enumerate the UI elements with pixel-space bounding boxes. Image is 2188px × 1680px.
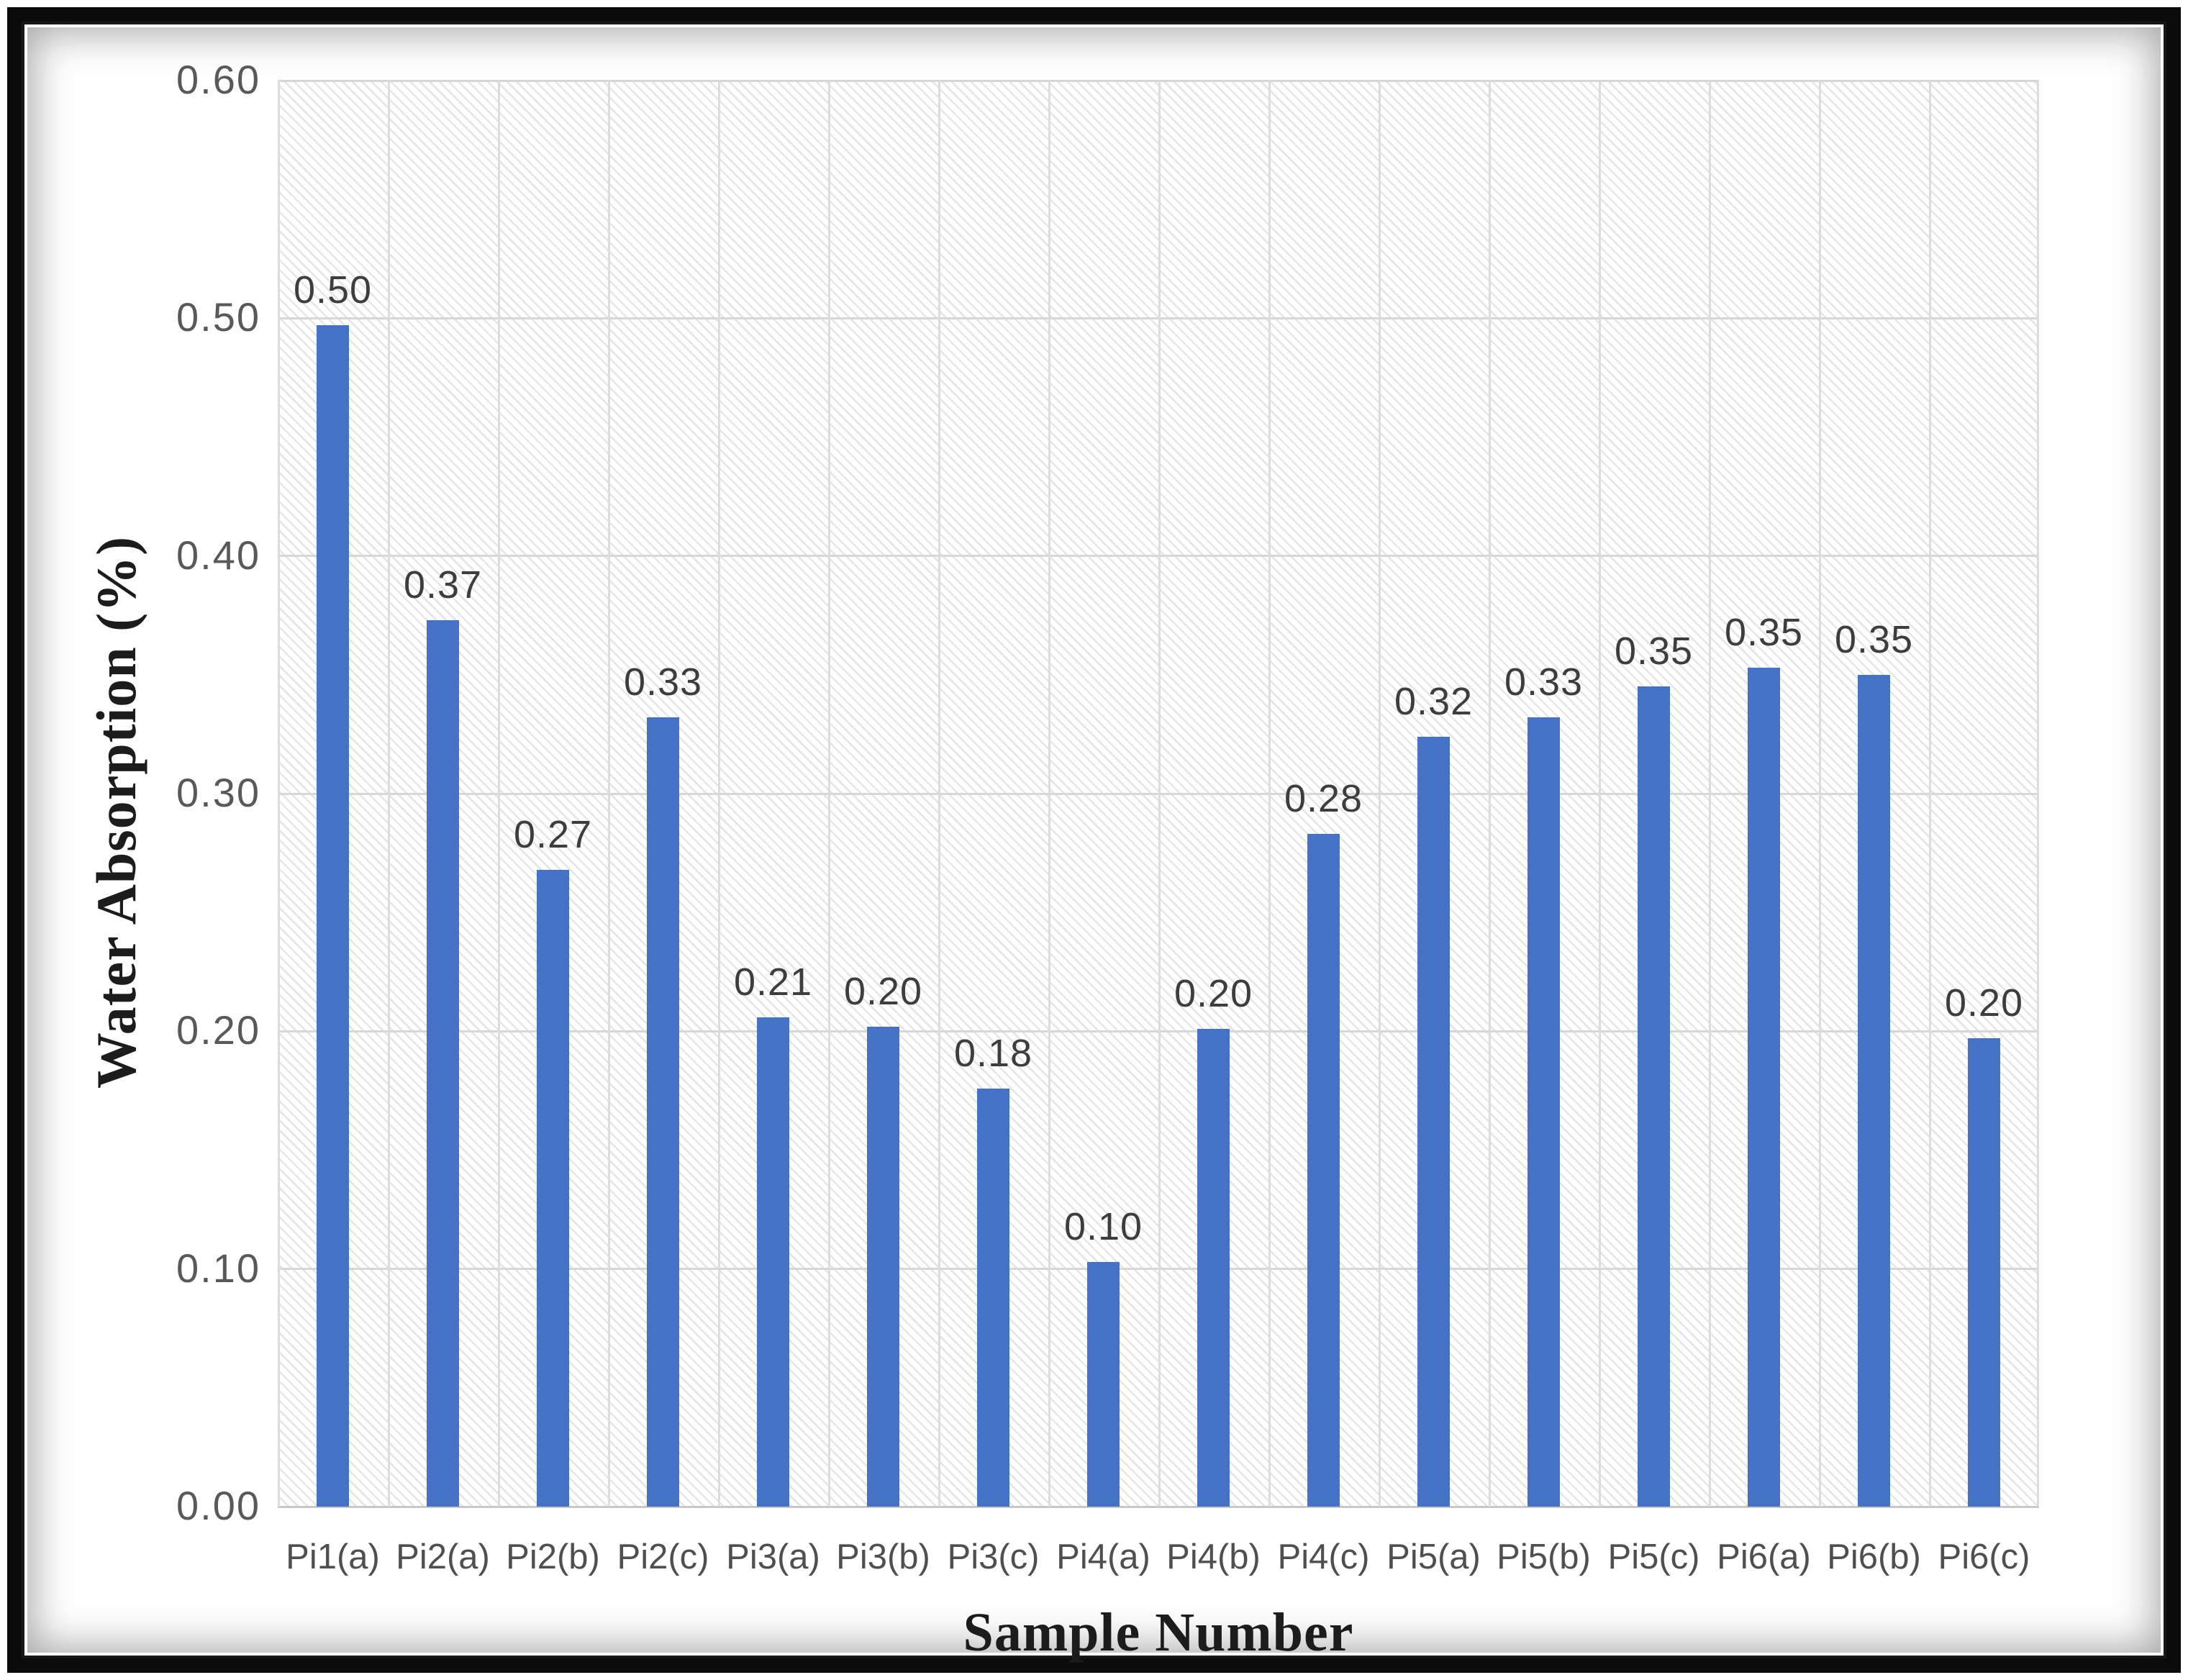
v-gridline <box>1929 81 1931 1507</box>
plot-area: 0.50 0.37 0.27 0.33 0.21 0.20 0.18 0.10 0.20 0.28… <box>278 79 2039 1508</box>
bar <box>427 619 459 1507</box>
v-gridline <box>938 81 940 1507</box>
bar-chart: Water Absorption (%) 0.50 0.37 0.27 0.33 0.2… <box>24 24 2164 1663</box>
bar <box>1638 686 1670 1507</box>
x-tick-label: Pi6(a) <box>1717 1538 1811 1576</box>
y-tick-label: 0.10 <box>176 1245 260 1291</box>
bar <box>1748 667 1780 1507</box>
bar-value-label: 0.10 <box>1063 1204 1143 1248</box>
x-tick-label: Pi2(a) <box>396 1538 490 1576</box>
bar <box>867 1026 899 1507</box>
v-gridline <box>278 81 280 1507</box>
x-tick-label: Pi4(c) <box>1277 1538 1370 1576</box>
x-tick-label: Pi4(a) <box>1056 1538 1150 1576</box>
y-tick-label: 0.60 <box>176 57 260 102</box>
bar <box>317 325 349 1507</box>
bar <box>1197 1029 1230 1507</box>
bar-value-label: 0.35 <box>1724 610 1804 654</box>
y-tick-label: 0.30 <box>176 770 260 815</box>
x-tick-label: Pi1(a) <box>286 1538 380 1576</box>
x-tick-label: Pi3(b) <box>836 1538 930 1576</box>
x-tick-label: Pi3(c) <box>947 1538 1040 1576</box>
x-tick-label: Pi5(a) <box>1386 1538 1481 1576</box>
v-gridline <box>498 81 500 1507</box>
bar-value-label: 0.33 <box>1504 660 1584 704</box>
h-gridline <box>278 1505 2039 1508</box>
x-tick-label: Pi6(c) <box>1938 1538 2030 1576</box>
x-tick-label: Pi3(a) <box>726 1538 820 1576</box>
v-gridline <box>1268 81 1271 1507</box>
y-tick-label: 0.00 <box>176 1483 260 1528</box>
x-tick-label: Pi2(c) <box>617 1538 709 1576</box>
y-tick-label: 0.20 <box>176 1007 260 1053</box>
v-gridline <box>1599 81 1601 1507</box>
y-tick-label: 0.50 <box>176 294 260 340</box>
figure-frame-inner: Water Absorption (%) 0.50 0.37 0.27 0.33 0.2… <box>22 22 2166 1663</box>
x-axis-title: Sample Number <box>963 1602 1354 1663</box>
v-gridline <box>828 81 830 1507</box>
bar-value-label: 0.27 <box>513 812 593 856</box>
v-gridline <box>1709 81 1711 1507</box>
x-tick-label: Pi5(b) <box>1497 1538 1591 1576</box>
bar <box>1417 736 1450 1507</box>
v-gridline <box>388 81 390 1507</box>
bar <box>1087 1261 1120 1507</box>
x-tick-label: Pi4(b) <box>1166 1538 1261 1576</box>
v-gridline <box>1048 81 1050 1507</box>
bar-value-label: 0.32 <box>1394 679 1474 723</box>
bar <box>537 869 569 1507</box>
v-gridline <box>608 81 610 1507</box>
bar-value-label: 0.20 <box>1174 972 1253 1016</box>
x-tick-label: Pi6(b) <box>1827 1538 1921 1576</box>
bar <box>1527 717 1560 1507</box>
v-gridline <box>1489 81 1491 1507</box>
bar-value-label: 0.20 <box>1944 981 2024 1025</box>
figure-frame: Water Absorption (%) 0.50 0.37 0.27 0.33 0.2… <box>7 7 2181 1673</box>
bar-value-label: 0.18 <box>953 1031 1033 1075</box>
bar <box>757 1017 789 1507</box>
y-tick-label: 0.40 <box>176 532 260 578</box>
bar-value-label: 0.33 <box>623 660 703 704</box>
x-tick-label: Pi2(b) <box>506 1538 600 1576</box>
bar-value-label: 0.50 <box>293 268 373 312</box>
bar <box>1307 834 1340 1507</box>
bar <box>647 717 679 1507</box>
bar <box>1858 674 1890 1507</box>
v-gridline <box>1379 81 1381 1507</box>
bar-value-label: 0.21 <box>733 960 813 1004</box>
x-tick-label: Pi5(c) <box>1607 1538 1700 1576</box>
bar-value-label: 0.37 <box>403 563 483 607</box>
bar-value-label: 0.28 <box>1284 777 1363 821</box>
v-gridline <box>2037 81 2039 1507</box>
bar-value-label: 0.35 <box>1834 617 1914 661</box>
bar-value-label: 0.35 <box>1614 630 1694 673</box>
v-gridline <box>718 81 720 1507</box>
bar <box>1968 1038 2000 1507</box>
bar-value-label: 0.20 <box>843 969 923 1013</box>
bar <box>977 1088 1009 1507</box>
v-gridline <box>1819 81 1821 1507</box>
v-gridline <box>1158 81 1161 1507</box>
